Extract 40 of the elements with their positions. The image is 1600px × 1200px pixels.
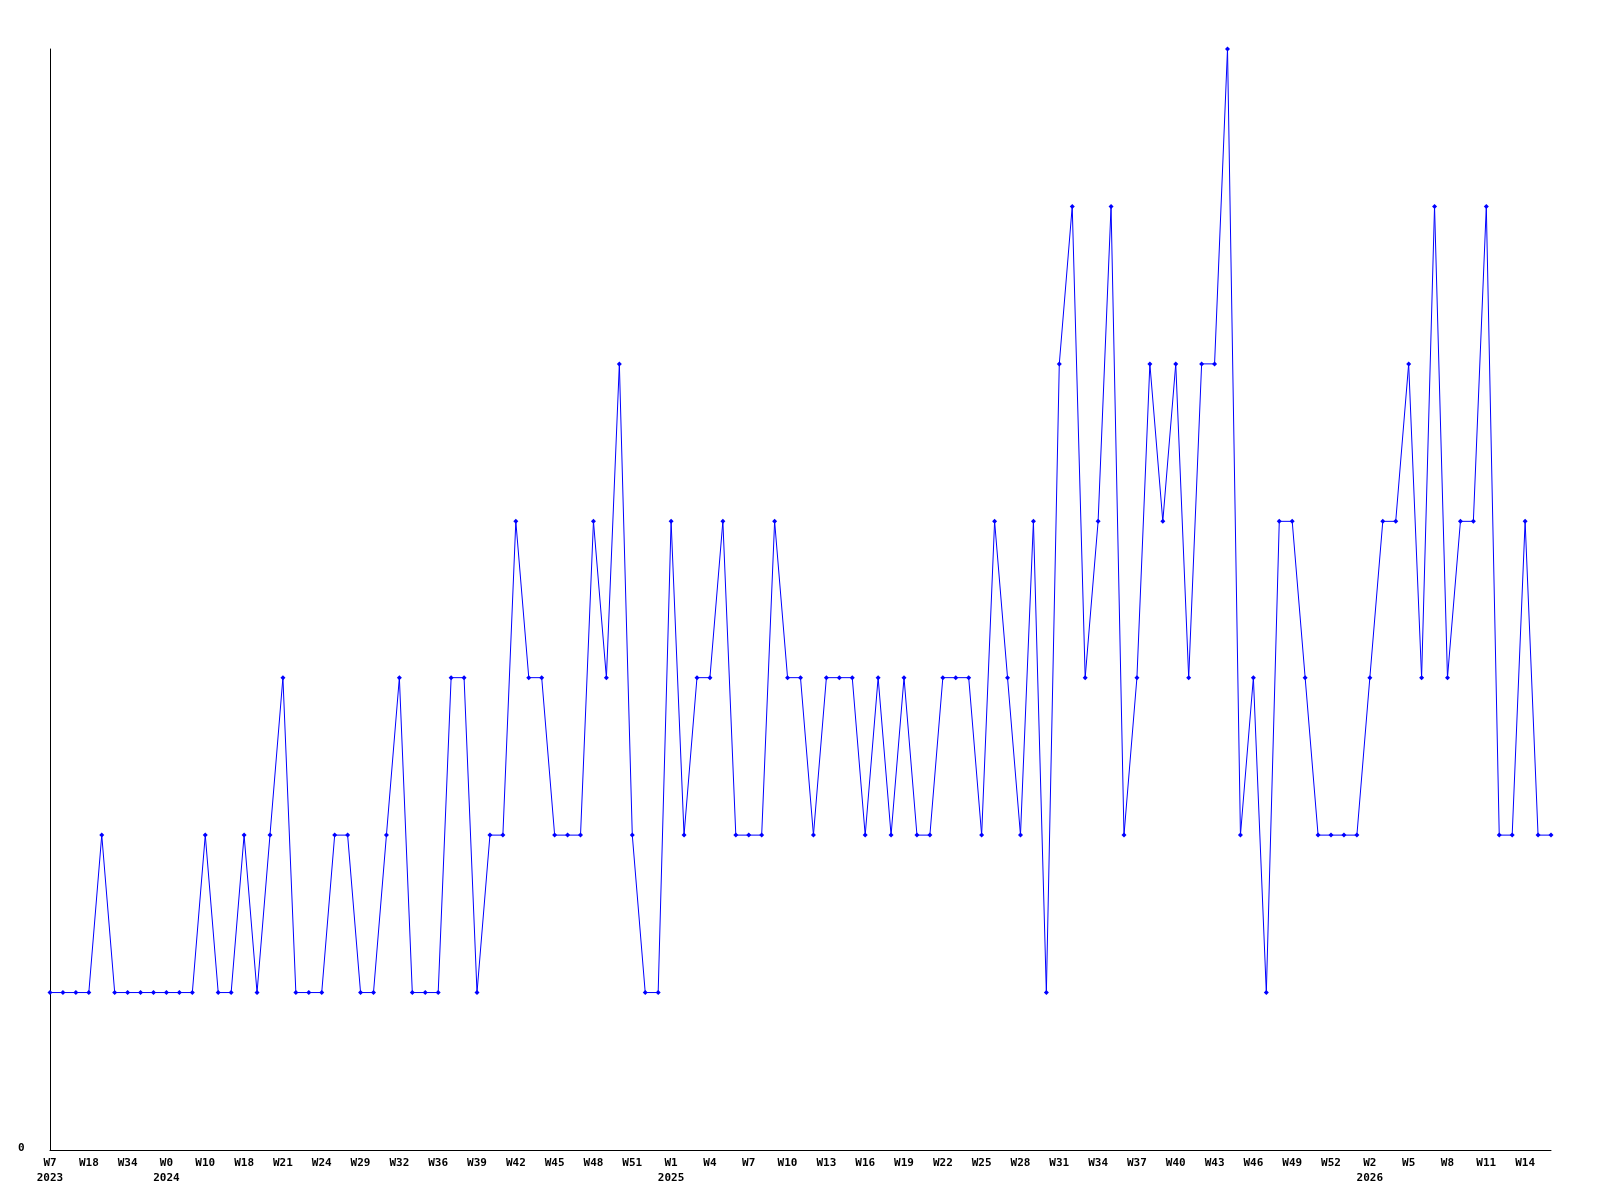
x-tick-label: W13 <box>816 1156 837 1169</box>
x-tick-label: W43 <box>1204 1156 1225 1169</box>
x-tick-label: W36 <box>428 1156 449 1169</box>
x-tick-label: W18 <box>234 1156 255 1169</box>
x-tick-label: W49 <box>1282 1156 1303 1169</box>
x-tick-label: W10 <box>195 1156 216 1169</box>
x-tick-label: W21 <box>272 1156 294 1169</box>
x-tick-label: W31 <box>1049 1156 1070 1169</box>
x-tick-label: W34 <box>117 1156 138 1169</box>
x-tick-label: W5 <box>1402 1156 1416 1169</box>
x-tick-label: W1 2025 <box>657 1156 685 1184</box>
text: 0 <box>18 1141 25 1154</box>
x-tick-label: W22 <box>932 1156 953 1169</box>
x-tick-label: W52 <box>1321 1156 1341 1169</box>
x-tick-label: W45 <box>544 1156 565 1169</box>
x-tick-label: W18 <box>78 1156 99 1169</box>
x-tick-label: W48 <box>583 1156 604 1169</box>
x-tick-label: W8 <box>1440 1156 1455 1169</box>
x-tick-label: W24 <box>311 1156 333 1169</box>
x-tick-label: W19 <box>894 1156 914 1169</box>
x-tick-label: W42 <box>505 1156 526 1169</box>
x-tick-label: W16 <box>855 1156 876 1169</box>
x-tick-label: W11 <box>1476 1156 1497 1169</box>
x-tick-label: W37 <box>1126 1156 1147 1169</box>
x-tick-label: W7 2023 <box>36 1156 64 1184</box>
x-tick-label: W39 <box>467 1156 487 1169</box>
x-tick-label: W34 <box>1088 1156 1109 1169</box>
x-tick-label: W51 <box>622 1156 643 1169</box>
x-tick-label: W46 <box>1243 1156 1264 1169</box>
x-tick-label: W40 <box>1165 1156 1186 1169</box>
x-tick-label: W25 <box>971 1156 992 1169</box>
x-tick-label: W10 <box>777 1156 798 1169</box>
x-tick-label: W0 2024 <box>153 1156 181 1184</box>
x-tick-label: W2 2026 <box>1356 1156 1384 1184</box>
x-tick-label: W28 <box>1010 1156 1031 1169</box>
x-tick-label: W32 <box>389 1156 410 1169</box>
x-tick-label: W14 <box>1515 1156 1536 1169</box>
x-tick-label: W7 <box>742 1156 756 1169</box>
x-tick-label: W29 <box>350 1156 371 1169</box>
x-tick-label: W4 <box>703 1156 717 1169</box>
